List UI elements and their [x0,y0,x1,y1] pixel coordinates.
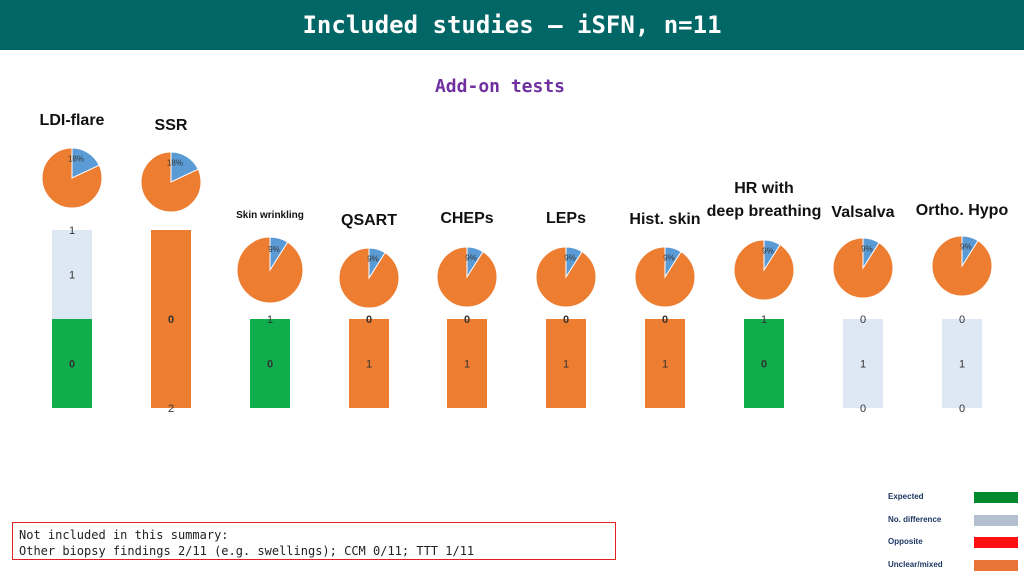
legend-item-expected: Expected [888,488,1024,511]
bar-value-label: 0 [662,314,668,326]
bar-value-label: 0 [959,403,965,415]
legend-label: Expected [888,492,924,501]
bar-value-label: 0 [563,314,569,326]
bar-value-label: 1 [69,225,75,237]
category-label: deep breathing [707,203,822,220]
legend-swatch [974,492,1018,503]
pie-percent-label: 9% [663,254,675,263]
bar-value-label: 1 [563,359,569,371]
category-label: LEPs [546,210,586,227]
pie-percent-label: 9% [564,254,576,263]
bar-value-label: 0 [959,314,965,326]
category-label: Skin wrinkling [236,210,304,221]
legend-label: Unclear/mixed [888,560,943,569]
legend-item-opposite: Opposite [888,533,1024,556]
legend: Expected No. difference Opposite Unclear… [888,488,1024,578]
bar-value-label: 1 [959,359,965,371]
bar-value-label: 1 [860,359,866,371]
bar-value-label: 1 [267,314,273,326]
bar-value-label: 0 [168,314,174,326]
category-label: CHEPs [440,210,493,227]
bar-value-label: 0 [267,359,273,371]
pie-percent-label: 9% [367,255,379,264]
pie-percent-label: 18% [167,159,183,168]
legend-swatch [974,560,1018,571]
category-label: Hist. skin [629,211,700,228]
pie-percent-label: 9% [861,245,873,254]
bar-value-label: 2 [168,403,174,415]
bar-value-label: 1 [366,359,372,371]
category-label: LDI-flare [40,112,105,129]
bar-value-label: 1 [69,270,75,282]
bar-value-label: 0 [860,314,866,326]
pie-percent-label: 9% [465,254,477,263]
pie-percent-label: 9% [960,243,972,252]
legend-label: Opposite [888,537,923,546]
legend-item-no-difference: No. difference [888,511,1024,534]
bar-value-label: 0 [366,314,372,326]
note-line-2: Other biopsy findings 2/11 (e.g. swellin… [19,543,609,559]
bar-value-label: 0 [761,359,767,371]
category-label: Valsalva [831,204,894,221]
category-label: QSART [341,212,397,229]
legend-swatch [974,537,1018,548]
bar-value-label: 1 [761,314,767,326]
category-label: HR with [734,180,794,197]
pie-percent-label: 9% [268,245,280,254]
note-line-1: Not included in this summary: [19,527,609,543]
bar-value-label: 1 [464,359,470,371]
bar-value-label: 0 [464,314,470,326]
pie-percent-label: 18% [68,155,84,164]
bar-value-label: 0 [69,359,75,371]
legend-swatch [974,515,1018,526]
category-label: Ortho. Hypo [916,202,1009,219]
category-label: SSR [155,117,188,134]
bar-value-label: 0 [860,403,866,415]
pie-percent-label: 9% [762,247,774,256]
bar-value-label: 1 [662,359,668,371]
note-box: Not included in this summary: Other biop… [12,522,616,560]
legend-label: No. difference [888,515,941,524]
legend-item-unclear-mixed: Unclear/mixed [888,556,1024,578]
